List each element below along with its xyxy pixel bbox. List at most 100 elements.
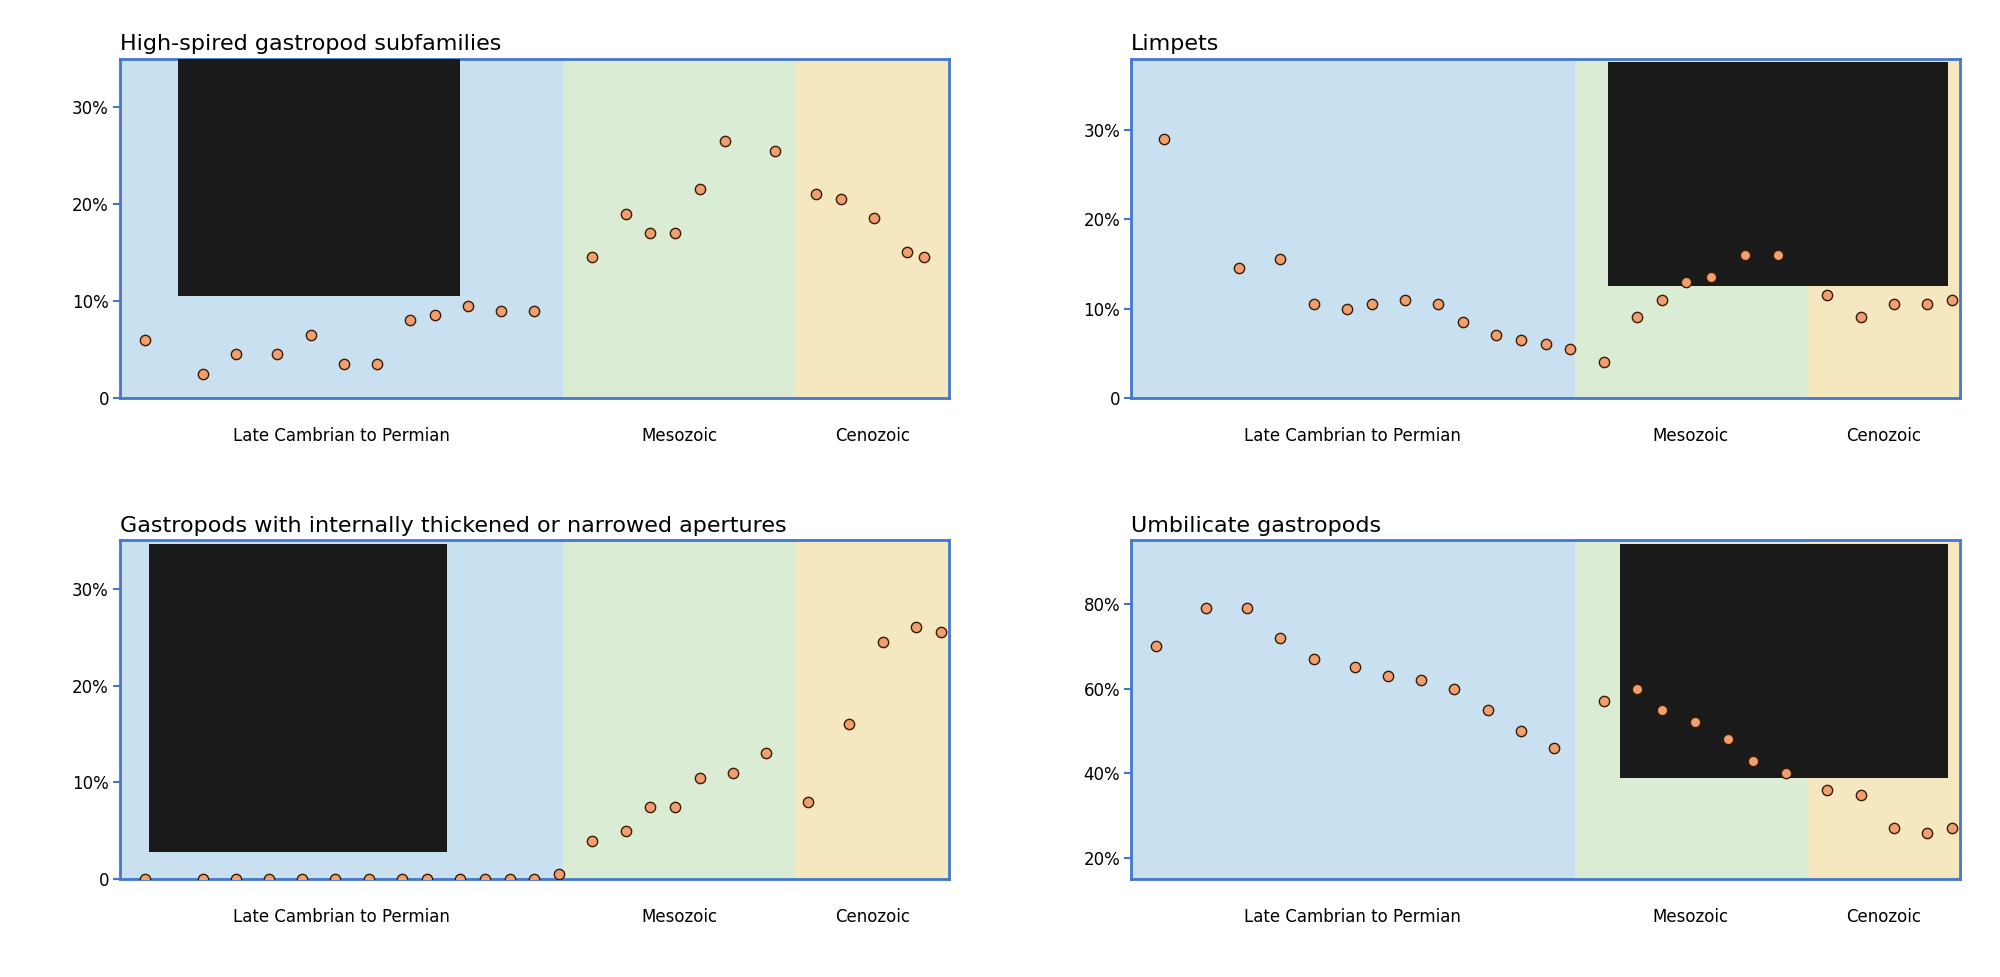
Point <box>1910 825 1942 840</box>
Point <box>1646 292 1678 308</box>
Bar <box>564 59 796 398</box>
Text: Mesozoic: Mesozoic <box>1652 427 1728 445</box>
FancyBboxPatch shape <box>1620 543 1948 778</box>
Point <box>410 871 442 887</box>
Point <box>254 871 286 887</box>
Point <box>1910 296 1942 312</box>
Bar <box>564 540 796 879</box>
Bar <box>120 540 564 879</box>
Point <box>1446 314 1478 329</box>
Point <box>1712 732 1744 747</box>
Point <box>1356 296 1388 312</box>
Point <box>892 244 924 260</box>
Point <box>286 871 318 887</box>
Point <box>1936 821 1968 836</box>
Text: Mesozoic: Mesozoic <box>642 909 718 926</box>
Point <box>1222 261 1254 276</box>
Point <box>634 226 666 241</box>
Point <box>544 867 576 882</box>
Text: High-spired gastropod subfamilies: High-spired gastropod subfamilies <box>120 34 502 55</box>
Point <box>858 211 890 227</box>
Point <box>900 619 932 635</box>
Point <box>750 745 782 761</box>
Point <box>468 871 500 887</box>
Point <box>518 871 550 887</box>
Point <box>220 871 252 887</box>
FancyBboxPatch shape <box>150 543 448 852</box>
Point <box>418 308 450 323</box>
Point <box>758 143 790 158</box>
Text: Cenozoic: Cenozoic <box>1846 427 1920 445</box>
Point <box>128 871 160 887</box>
Bar <box>796 540 948 879</box>
Point <box>262 346 294 361</box>
Text: Gastropods with internally thickened or narrowed apertures: Gastropods with internally thickened or … <box>120 516 786 535</box>
Text: Late Cambrian to Permian: Late Cambrian to Permian <box>234 427 450 445</box>
Point <box>394 313 426 328</box>
Point <box>718 765 750 781</box>
Bar <box>1574 540 1806 879</box>
Point <box>660 226 692 241</box>
Bar <box>1806 540 1960 879</box>
Point <box>1812 783 1844 798</box>
Point <box>1538 740 1570 755</box>
Point <box>352 871 384 887</box>
Point <box>1422 296 1454 312</box>
Point <box>1646 701 1678 717</box>
Point <box>1406 672 1438 688</box>
Bar <box>1574 59 1806 398</box>
Point <box>684 770 716 786</box>
Point <box>1878 821 1910 836</box>
Point <box>684 182 716 197</box>
Point <box>1736 753 1768 769</box>
Point <box>1480 327 1512 343</box>
Point <box>1670 274 1702 289</box>
Point <box>1438 681 1470 697</box>
Point <box>444 871 476 887</box>
Text: Cenozoic: Cenozoic <box>834 427 910 445</box>
Point <box>1472 701 1504 717</box>
Point <box>186 871 218 887</box>
Point <box>908 249 940 265</box>
Point <box>1148 131 1180 147</box>
Point <box>1330 301 1362 317</box>
Text: Cenozoic: Cenozoic <box>834 909 910 926</box>
Point <box>486 303 518 319</box>
Point <box>452 298 484 314</box>
Point <box>1504 723 1536 739</box>
Bar <box>796 59 948 398</box>
Point <box>1762 247 1794 263</box>
Point <box>294 327 326 343</box>
Point <box>494 871 526 887</box>
Text: Cenozoic: Cenozoic <box>1846 909 1920 926</box>
Point <box>1620 310 1652 325</box>
Point <box>186 365 218 381</box>
Point <box>1728 247 1760 263</box>
FancyBboxPatch shape <box>178 59 460 296</box>
Point <box>1298 296 1330 312</box>
Point <box>1264 252 1296 268</box>
Point <box>1190 600 1222 616</box>
Point <box>834 716 866 732</box>
Bar <box>1132 540 1574 879</box>
Bar <box>120 59 564 398</box>
Point <box>1588 694 1620 709</box>
Text: Mesozoic: Mesozoic <box>1652 909 1728 926</box>
Point <box>660 799 692 815</box>
Point <box>1936 292 1968 308</box>
Point <box>1620 681 1652 697</box>
Point <box>1388 292 1420 308</box>
Point <box>1844 786 1876 802</box>
Point <box>1232 600 1264 616</box>
Point <box>1504 332 1536 348</box>
FancyBboxPatch shape <box>1608 62 1948 286</box>
Point <box>386 871 418 887</box>
Point <box>1140 638 1172 654</box>
Text: Late Cambrian to Permian: Late Cambrian to Permian <box>1244 909 1462 926</box>
Point <box>1878 296 1910 312</box>
Point <box>800 187 832 202</box>
Point <box>576 832 608 848</box>
Point <box>1338 659 1370 675</box>
Point <box>1844 310 1876 325</box>
Point <box>518 303 550 319</box>
